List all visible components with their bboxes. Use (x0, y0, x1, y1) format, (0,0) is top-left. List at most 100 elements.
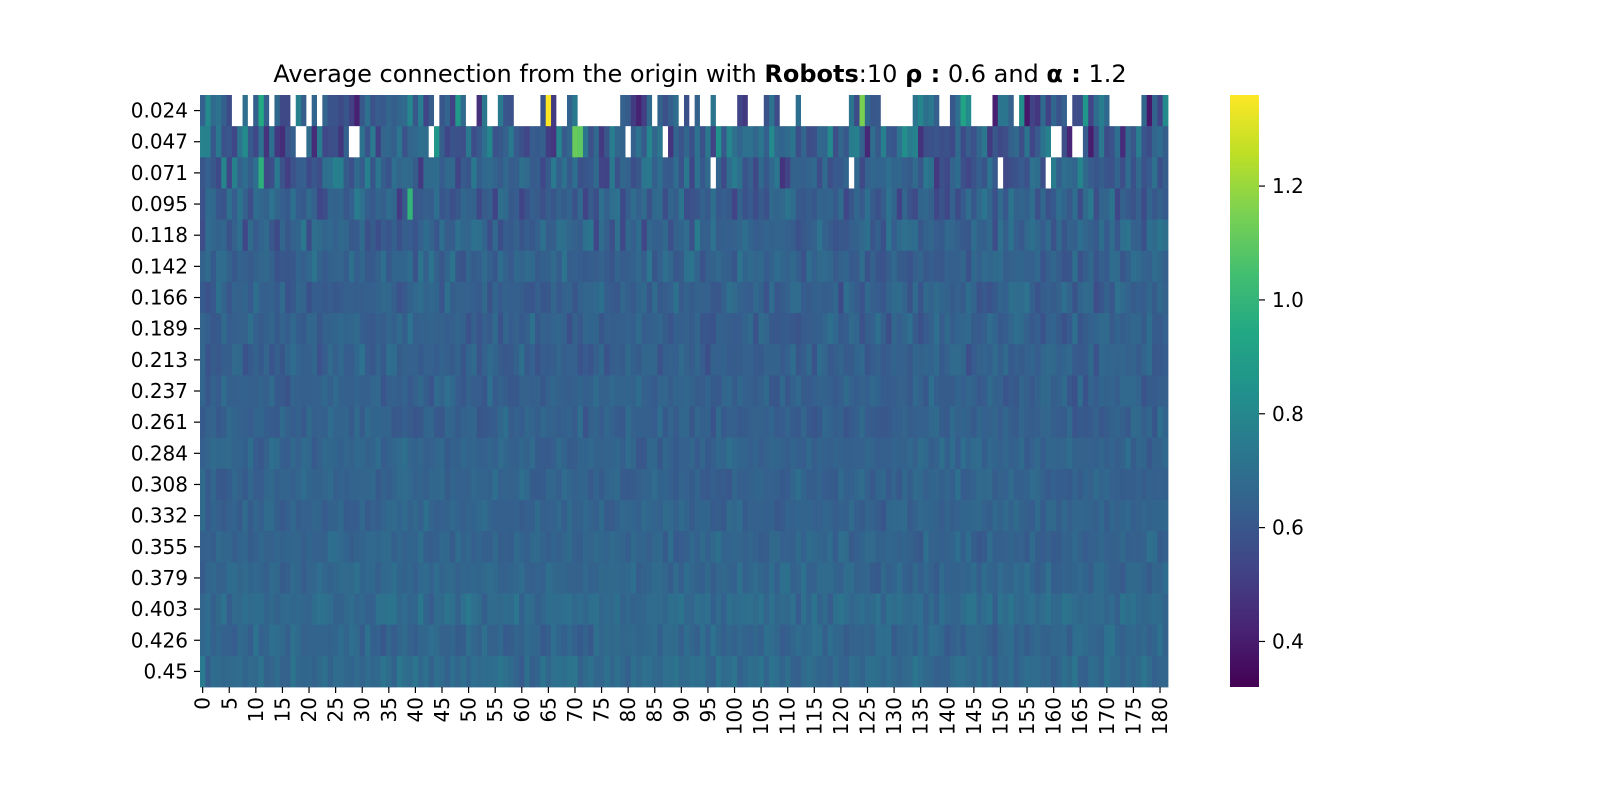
heatmap-cell (274, 531, 281, 563)
heatmap-cell (1120, 344, 1126, 376)
heatmap-cell (221, 157, 227, 189)
heatmap-cell (992, 95, 999, 127)
heatmap-cell (923, 406, 930, 439)
heatmap-cell (790, 95, 797, 127)
heatmap-cell (923, 250, 930, 283)
heatmap-cell (561, 157, 568, 189)
heatmap-cell (933, 406, 940, 439)
heatmap-cell (785, 219, 791, 252)
heatmap-cell (731, 375, 738, 407)
heatmap-cell (444, 562, 451, 594)
heatmap-cell (630, 250, 637, 283)
heatmap-cell (694, 437, 701, 470)
heatmap-cell (593, 126, 600, 158)
heatmap-cell (715, 126, 722, 158)
heatmap-cell (886, 313, 892, 345)
heatmap-cell (242, 531, 249, 563)
heatmap-cell (396, 219, 403, 252)
heatmap-cell (588, 313, 594, 345)
heatmap-cell (609, 468, 616, 501)
heatmap-cell (742, 157, 749, 189)
heatmap-cell (673, 95, 680, 127)
heatmap-cell (231, 281, 238, 314)
heatmap-cell (949, 562, 956, 594)
heatmap-cell (891, 468, 898, 501)
heatmap-cell (747, 313, 754, 345)
heatmap-cell (428, 95, 435, 127)
heatmap-cell (231, 126, 238, 158)
heatmap-cell (955, 406, 961, 439)
heatmap-cell (487, 375, 493, 407)
heatmap-cell (407, 188, 414, 221)
heatmap-cell (513, 562, 520, 594)
heatmap-cell (604, 219, 610, 252)
heatmap-cell (689, 344, 696, 376)
heatmap-cell (816, 468, 823, 501)
heatmap-cell (226, 313, 233, 345)
heatmap-cell (1114, 188, 1121, 221)
heatmap-cell (1082, 344, 1089, 376)
heatmap-cell (226, 437, 233, 470)
heatmap-cell (210, 188, 217, 221)
heatmap-cell (247, 593, 254, 626)
heatmap-cell (1013, 95, 1020, 127)
heatmap-cell (758, 375, 765, 407)
heatmap-cell (737, 593, 743, 626)
heatmap-cell (801, 624, 807, 657)
heatmap-cell (1003, 437, 1009, 470)
heatmap-cell (545, 437, 552, 470)
heatmap-cell (566, 344, 573, 376)
heatmap-cell (699, 593, 706, 626)
heatmap-cell (822, 437, 829, 470)
heatmap-cell (987, 157, 993, 189)
heatmap-cell (684, 188, 690, 221)
heatmap-cell (1066, 468, 1073, 501)
heatmap-cell (471, 562, 477, 594)
heatmap-cell (407, 406, 414, 439)
heatmap-cell (997, 313, 1004, 345)
heatmap-cell (896, 281, 903, 314)
heatmap-cell (386, 95, 392, 127)
heatmap-cell (561, 531, 568, 563)
heatmap-cell (684, 437, 690, 470)
heatmap-cell (742, 344, 749, 376)
heatmap-cell (646, 500, 653, 532)
heatmap-cell (870, 562, 876, 594)
heatmap-cell (556, 468, 563, 501)
heatmap-cell (939, 281, 946, 314)
heatmap-cell (497, 281, 504, 314)
heatmap-cell (1061, 437, 1068, 470)
heatmap-cell (774, 562, 781, 594)
heatmap-cell (359, 375, 366, 407)
heatmap-cell (487, 95, 493, 127)
heatmap-cell (1125, 281, 1132, 314)
heatmap-cell (285, 188, 291, 221)
heatmap-cell (965, 188, 972, 221)
heatmap-cell (253, 437, 259, 470)
heatmap-cell (412, 406, 419, 439)
heatmap-cell (423, 95, 430, 127)
heatmap-cell (1077, 188, 1084, 221)
heatmap-cell (311, 406, 318, 439)
heatmap-cell (391, 126, 398, 158)
heatmap-cell (1152, 188, 1158, 221)
heatmap-cell (854, 624, 860, 657)
heatmap-cell (290, 500, 297, 532)
heatmap-cell (317, 344, 323, 376)
heatmap-cell (465, 437, 472, 470)
x-tick-label: 120 (829, 697, 853, 735)
heatmap-cell (1056, 437, 1063, 470)
heatmap-cell (1114, 375, 1121, 407)
heatmap-cell (354, 655, 360, 688)
heatmap-cell (487, 188, 493, 221)
heatmap-cell (625, 531, 632, 563)
heatmap-cell (1035, 655, 1041, 688)
heatmap-cell (1082, 250, 1089, 283)
heatmap-cell (301, 655, 307, 688)
heatmap-cell (646, 562, 653, 594)
heatmap-cell (205, 437, 212, 470)
heatmap-cell (1104, 157, 1110, 189)
heatmap-cell (630, 437, 637, 470)
heatmap-cell (971, 157, 977, 189)
heatmap-cell (391, 437, 398, 470)
